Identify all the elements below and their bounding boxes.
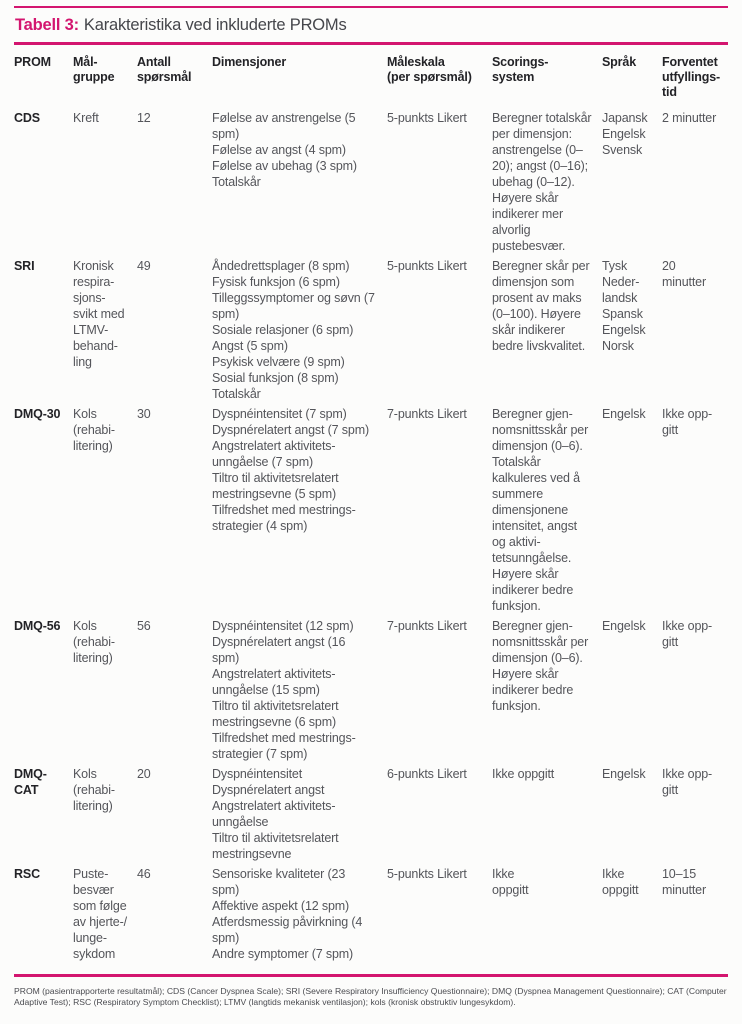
table-row: DMQ-CAT Kols (rehabi-litering) 20 Dyspné…: [14, 766, 728, 862]
cell-sprak: Japansk Engelsk Svensk: [602, 111, 648, 157]
cell-prom: SRI: [14, 259, 35, 273]
cell-prom: DMQ-56: [14, 619, 61, 633]
cell-sprak: Tysk Neder-landsk Spansk Engelsk Norsk: [602, 259, 646, 353]
cell-dimensjoner: Dyspnéintensitet (12 spm) Dyspnérelatert…: [212, 619, 356, 761]
cell-malgruppe: Kols (rehabi-litering): [73, 767, 115, 813]
cell-scoringssystem: Beregner gjen-nomsnittsskår per dimensjo…: [492, 619, 589, 713]
cell-antall-sporsmal: 49: [137, 259, 151, 273]
cell-scoringssystem: Ikke oppgitt: [492, 767, 555, 781]
cell-malgruppe: Kols (rehabi-litering): [73, 407, 115, 453]
cell-scoringssystem: Beregner totalskår per dimensjon: anstre…: [492, 111, 592, 253]
footer-rule: [14, 974, 728, 977]
table-footnote: PROM (pasientrapporterte resultatmål); C…: [14, 986, 727, 1007]
table-row: RSC Puste-besvær som følge av hjerte-/ l…: [14, 866, 728, 962]
cell-dimensjoner: Sensoriske kvaliteter (23 spm) Affektive…: [212, 867, 363, 961]
cell-forventet-tid: 2 minutter: [662, 111, 717, 125]
cell-maleskala: 5-punkts Likert: [387, 259, 467, 273]
table-header-row: PROM Mål- gruppe Antall spørsmål Dimensj…: [14, 45, 728, 110]
column-header-sprak: Språk: [602, 55, 636, 69]
cell-malgruppe: Kols (rehabi-litering): [73, 619, 115, 665]
cell-scoringssystem: Beregner skår per dimensjon som prosent …: [492, 259, 590, 353]
cell-malgruppe: Kronisk respira-sjons-svikt med LTMV-beh…: [73, 259, 125, 369]
column-header-antall-sporsmal: Antall spørsmål: [137, 55, 192, 84]
cell-scoringssystem: Beregner gjen-nomsnittsskår per dimensjo…: [492, 407, 589, 613]
cell-maleskala: 7-punkts Likert: [387, 407, 467, 421]
cell-forventet-tid: 20 minutter: [662, 259, 706, 289]
cell-dimensjoner: Åndedrettsplager (8 spm) Fysisk funksjon…: [212, 259, 375, 401]
title-rule: [14, 42, 728, 45]
cell-maleskala: 5-punkts Likert: [387, 867, 467, 881]
cell-forventet-tid: 10–15 minutter: [662, 867, 706, 897]
cell-sprak: Engelsk: [602, 767, 646, 781]
cell-forventet-tid: Ikke opp-gitt: [662, 619, 713, 649]
cell-dimensjoner: Følelse av anstrengelse (5 spm) Følelse …: [212, 111, 357, 189]
column-header-prom: PROM: [14, 55, 51, 69]
cell-dimensjoner: Dyspnéintensitet (7 spm) Dyspnérelatert …: [212, 407, 369, 533]
table-page: Tabell 3: Karakteristika ved inkluderte …: [0, 6, 742, 1008]
cell-dimensjoner: Dyspnéintensitet Dyspnérelatert angst An…: [212, 767, 339, 861]
column-header-malgruppe: Mål- gruppe: [73, 55, 115, 84]
cell-antall-sporsmal: 20: [137, 767, 151, 781]
cell-antall-sporsmal: 46: [137, 867, 151, 881]
cell-maleskala: 5-punkts Likert: [387, 111, 467, 125]
cell-prom: CDS: [14, 111, 40, 125]
cell-prom: DMQ-30: [14, 407, 61, 421]
cell-sprak: Ikke oppgitt: [602, 867, 639, 897]
cell-prom: RSC: [14, 867, 40, 881]
cell-prom: DMQ-CAT: [14, 767, 47, 797]
cell-antall-sporsmal: 30: [137, 407, 151, 421]
page-title: Karakteristika ved inkluderte PROMs: [83, 16, 347, 34]
table-number: Tabell 3:: [15, 16, 79, 34]
top-rule: [14, 6, 728, 8]
cell-sprak: Engelsk: [602, 619, 646, 633]
table-row: CDS Kreft 12 Følelse av anstrengelse (5 …: [14, 110, 728, 254]
cell-antall-sporsmal: 12: [137, 111, 151, 125]
cell-forventet-tid: Ikke opp-gitt: [662, 407, 713, 437]
table-row: SRI Kronisk respira-sjons-svikt med LTMV…: [14, 258, 728, 402]
cell-malgruppe: Puste-besvær som følge av hjerte-/ lunge…: [73, 867, 127, 961]
cell-sprak: Engelsk: [602, 407, 646, 421]
cell-scoringssystem: Ikke oppgitt: [492, 867, 529, 897]
table-row: DMQ-56 Kols (rehabi-litering) 56 Dyspnéi…: [14, 618, 728, 762]
cell-antall-sporsmal: 56: [137, 619, 151, 633]
table-row: DMQ-30 Kols (rehabi-litering) 30 Dyspnéi…: [14, 406, 728, 614]
cell-forventet-tid: Ikke opp-gitt: [662, 767, 713, 797]
column-header-scoringssystem: Scorings- system: [492, 55, 549, 84]
cell-maleskala: 7-punkts Likert: [387, 619, 467, 633]
column-header-forventet-tid: Forventet utfyllings- tid: [662, 55, 721, 99]
column-header-dimensjoner: Dimensjoner: [212, 55, 287, 69]
cell-malgruppe: Kreft: [73, 111, 99, 125]
column-header-maleskala: Måleskala (per spørsmål): [387, 55, 472, 84]
cell-maleskala: 6-punkts Likert: [387, 767, 467, 781]
table-caption: Tabell 3: Karakteristika ved inkluderte …: [14, 8, 728, 42]
